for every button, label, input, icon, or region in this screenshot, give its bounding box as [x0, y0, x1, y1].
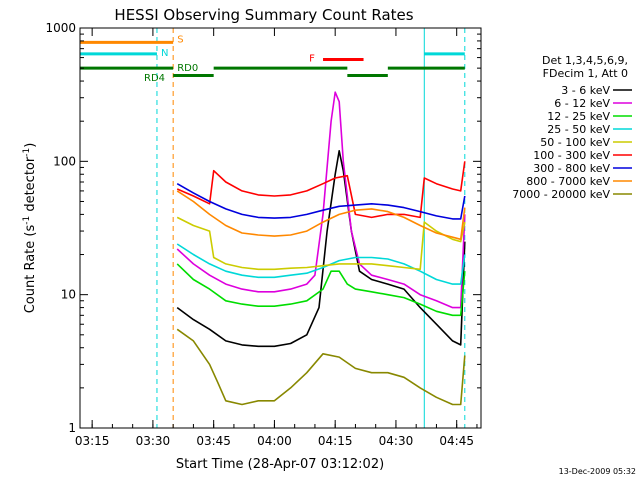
- y-tick-label-2: 100: [53, 154, 76, 168]
- legend-label-6: 300 - 800 keV: [533, 162, 610, 175]
- x-tick-label-5: 04:30: [379, 434, 414, 448]
- x-tick-label-1: 03:30: [136, 434, 171, 448]
- series-line-4: [176, 216, 466, 271]
- series-line-8: [176, 328, 466, 406]
- legend-label-4: 50 - 100 keV: [540, 136, 610, 149]
- series-line-7: [176, 190, 466, 241]
- legend-label-2: 12 - 25 keV: [547, 110, 610, 123]
- chart-title: HESSI Observing Summary Count Rates: [114, 6, 413, 24]
- series-line-0: [176, 150, 466, 348]
- x-tick-label-0: 03:15: [75, 434, 110, 448]
- footer-date: 13-Dec-2009 05:32: [559, 467, 636, 476]
- legend-header-0: Det 1,3,4,5,6,9,: [542, 54, 628, 67]
- y-axis-label: Count Rate (s-1 detector-1): [22, 143, 38, 314]
- flag-label-n: N: [161, 48, 168, 59]
- legend-label-1: 6 - 12 keV: [554, 97, 610, 110]
- legend-label-3: 25 - 50 keV: [547, 123, 610, 136]
- legend-label-7: 800 - 7000 keV: [526, 175, 610, 188]
- flag-label-s: S: [177, 34, 183, 45]
- flag-label-rd0: RD0: [177, 63, 198, 74]
- plot-frame: [79, 27, 482, 429]
- flag-label-rd4: RD4: [144, 73, 165, 84]
- series-line-6: [176, 183, 466, 220]
- plot-area: SN F RD0 RD4: [79, 28, 466, 428]
- legend-label-5: 100 - 300 keV: [533, 149, 610, 162]
- legend-label-8: 7000 - 20000 keV: [512, 188, 610, 201]
- y-axis: 1 10 100 1000: [45, 21, 481, 435]
- legend-header-1: FDecim 1, Att 0: [543, 67, 628, 80]
- series-line-2: [176, 263, 466, 317]
- flag-label-f: F: [309, 54, 315, 65]
- x-tick-label-3: 04:00: [257, 434, 292, 448]
- x-axis: 03:15 03:30 03:45 04:00 04:15 04:30 04:45: [75, 28, 478, 448]
- y-tick-label-0: 1: [68, 421, 76, 435]
- x-tick-label-4: 04:15: [318, 434, 353, 448]
- x-tick-label-2: 03:45: [196, 434, 231, 448]
- y-tick-label-3: 1000: [45, 21, 76, 35]
- y-tick-label-1: 10: [61, 288, 76, 302]
- legend-label-0: 3 - 6 keV: [561, 84, 610, 97]
- x-axis-label: Start Time (28-Apr-07 03:12:02): [176, 457, 384, 472]
- legend: Det 1,3,4,5,6,9,FDecim 1, Att 0 3 - 6 keV…: [512, 54, 632, 201]
- series-line-1: [176, 91, 466, 309]
- x-tick-label-6: 04:45: [439, 434, 474, 448]
- series-line-5: [176, 161, 466, 219]
